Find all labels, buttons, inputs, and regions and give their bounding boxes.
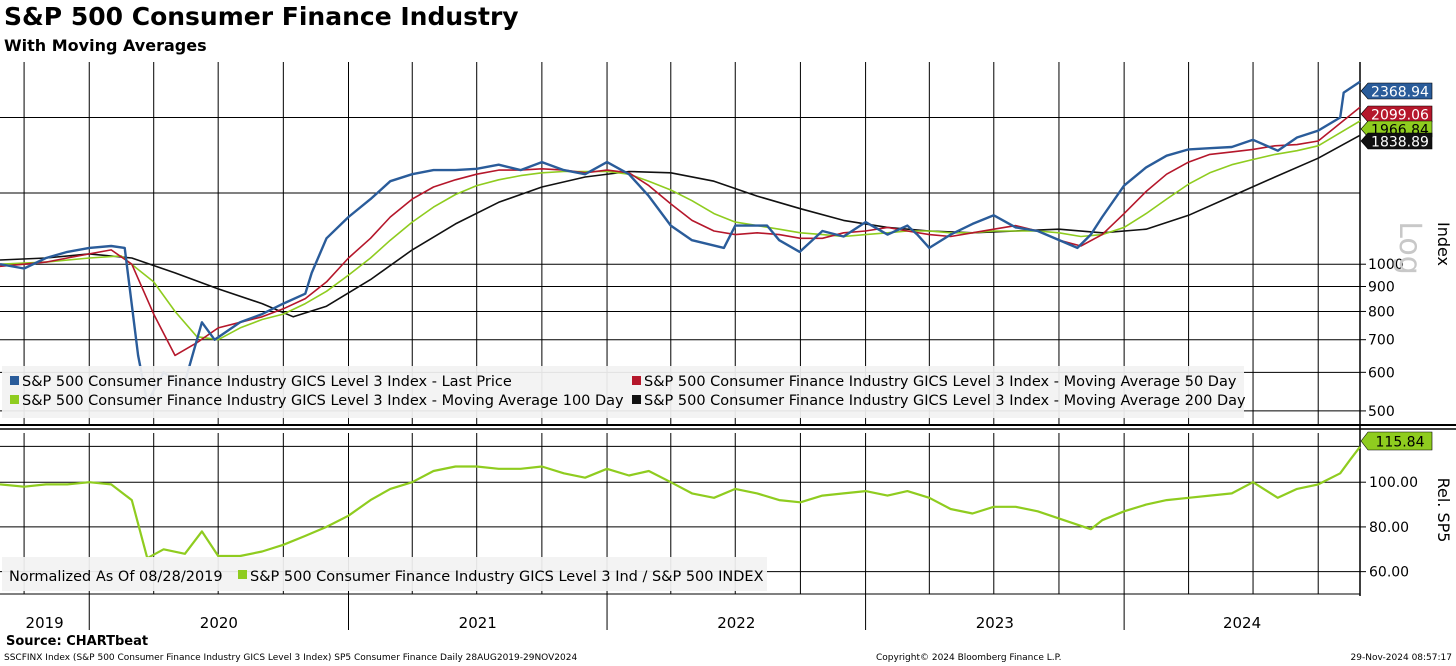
top-legend: S&P 500 Consumer Finance Industry GICS L…: [2, 366, 1246, 418]
last-value-tag-label: 115.84: [1376, 435, 1425, 451]
y-tick-label: 500: [1368, 404, 1395, 420]
legend-background: [2, 557, 767, 591]
x-tick-label: 2020: [200, 614, 238, 630]
last-value-tag-label: 2099.06: [1371, 108, 1429, 124]
last-value-tag-label: 1838.89: [1371, 135, 1429, 151]
x-tick-label: 2024: [1223, 614, 1261, 630]
legend-background: [2, 366, 1244, 418]
chart-title: S&P 500 Consumer Finance Industry: [4, 2, 519, 31]
y-tick-label: 600: [1368, 365, 1395, 381]
last-value-tag-label: 2368.94: [1371, 85, 1429, 101]
y-tick-label: 80.00: [1369, 520, 1409, 536]
legend-label-relative: S&P 500 Consumer Finance Industry GICS L…: [250, 569, 764, 585]
legend-swatch-ma100: [10, 395, 19, 404]
source-text: Source: CHARTbeat: [6, 634, 149, 649]
footer-copyright: Copyright© 2024 Bloomberg Finance L.P.: [876, 653, 1062, 663]
top-axis-title: Index: [1434, 222, 1453, 266]
last-value-tag-shape: [1360, 132, 1433, 150]
last-value-tag-shape: [1360, 105, 1433, 123]
legend-swatch-price: [10, 376, 19, 385]
y-tick-label: 1000: [1368, 257, 1404, 273]
series-line-price: [0, 80, 1361, 404]
y-tick-label: 900: [1368, 280, 1395, 296]
last-value-tag-relative: 115.84: [1360, 431, 1433, 451]
x-tick-label: 2019: [26, 614, 64, 630]
last-value-tag-ma50: 2099.06: [1360, 105, 1433, 124]
legend-label-price: S&P 500 Consumer Finance Industry GICS L…: [22, 374, 512, 390]
legend-label-ma200: S&P 500 Consumer Finance Industry GICS L…: [644, 393, 1246, 409]
footer-timestamp: 29-Nov-2024 08:57:17: [1350, 653, 1452, 663]
y-tick-label: 800: [1368, 304, 1395, 320]
chart-subtitle: With Moving Averages: [4, 36, 207, 55]
bottom-legend: Normalized As Of 08/28/2019 S&P 500 Consu…: [2, 557, 767, 591]
legend-swatch-ma200: [632, 395, 641, 404]
footer-ticker-info: SSCFINX Index (S&P 500 Consumer Finance …: [4, 653, 578, 663]
log-scale-watermark: Log: [1392, 221, 1427, 275]
bottom-axis-title: Rel. SP5: [1434, 478, 1453, 543]
last-value-tag-shape: [1360, 431, 1433, 451]
series-line-ma100: [0, 120, 1361, 341]
x-tick-label: 2022: [717, 614, 755, 630]
x-axis: 2019 2020 2021 2022 2023 2024: [26, 594, 1261, 630]
y-tick-label: 60.00: [1369, 565, 1409, 581]
legend-label-ma100: S&P 500 Consumer Finance Industry GICS L…: [22, 393, 624, 409]
y-tick-label: 700: [1368, 333, 1395, 349]
y-tick-label: 100.00: [1369, 475, 1418, 491]
last-value-tag-price: 2368.94: [1360, 82, 1433, 101]
last-value-tag-ma200: 1838.89: [1360, 132, 1433, 151]
x-tick-label: 2023: [976, 614, 1014, 630]
legend-swatch-ma50: [632, 376, 641, 385]
series-line-relative: [0, 446, 1361, 560]
normalized-label: Normalized As Of 08/28/2019: [9, 569, 223, 585]
legend-label-ma50: S&P 500 Consumer Finance Industry GICS L…: [644, 374, 1237, 390]
chart-canvas: 500 600 700 800 900 1000 60.00 80.00 100.00 Log In…: [0, 62, 1456, 630]
legend-swatch-relative: [238, 570, 247, 579]
x-tick-label: 2021: [459, 614, 497, 630]
last-value-tag-shape: [1360, 82, 1433, 100]
